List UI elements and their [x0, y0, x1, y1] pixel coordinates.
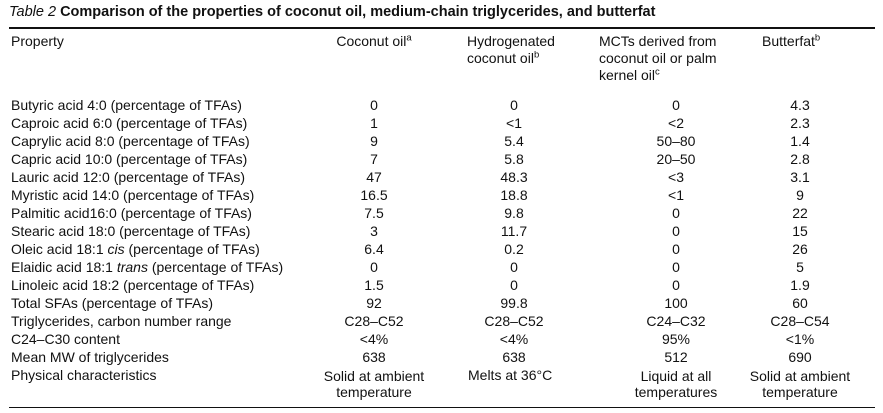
header-mcts: MCTs derived from coconut oil or palm kern…	[599, 33, 717, 83]
coconut-cell: 7	[370, 151, 378, 167]
mct-cell: 100	[664, 295, 688, 311]
butterfat-cell: 4.3	[790, 97, 810, 113]
butterfat-cell: Solid at ambient temperature	[749, 368, 851, 400]
hydrogenated-cell: 638	[502, 349, 526, 365]
property-cell: Myristic acid 14:0 (percentage of TFAs)	[11, 187, 255, 203]
hydrogenated-cell: 0.2	[504, 241, 524, 257]
butterfat-cell: 1.4	[790, 133, 810, 149]
property-cell: Linoleic acid 18:2 (percentage of TFAs)	[11, 277, 255, 293]
hydrogenated-cell: 9.8	[504, 205, 524, 221]
hydrogenated-cell: Melts at 36°C	[468, 367, 553, 383]
coconut-cell: 9	[370, 133, 378, 149]
property-cell: Oleic acid 18:1 cis (percentage of TFAs)	[11, 241, 260, 257]
property-cell: Caprylic acid 8:0 (percentage of TFAs)	[11, 133, 250, 149]
property-cell: Caproic acid 6:0 (percentage of TFAs)	[11, 115, 248, 131]
hydrogenated-cell: <4%	[499, 331, 529, 347]
mct-cell: 0	[672, 223, 680, 239]
property-cell: Capric acid 10:0 (percentage of TFAs)	[11, 151, 248, 167]
coconut-cell: 0	[370, 97, 378, 113]
top-rule	[9, 27, 875, 29]
hydrogenated-cell: 0	[510, 277, 518, 293]
coconut-cell: 0	[370, 259, 378, 275]
header-butterfat: Butterfatb	[762, 32, 821, 49]
coconut-cell: C28–C52	[344, 313, 404, 329]
mct-cell: 0	[672, 241, 680, 257]
mct-cell: C24–C32	[646, 313, 706, 329]
mct-cell: 0	[672, 97, 680, 113]
mct-cell: 20–50	[656, 151, 696, 167]
butterfat-cell: 5	[796, 259, 804, 275]
hydrogenated-cell: 99.8	[500, 295, 528, 311]
hydrogenated-cell: <1	[506, 115, 522, 131]
table-title: Comparison of the properties of coconut …	[60, 4, 656, 20]
coconut-cell: Solid at ambient temperature	[323, 368, 425, 400]
coconut-cell: 47	[366, 169, 382, 185]
mct-cell: 0	[672, 205, 680, 221]
coconut-cell: 16.5	[360, 187, 388, 203]
butterfat-cell: 60	[792, 295, 808, 311]
butterfat-cell: 26	[792, 241, 808, 257]
property-cell: Palmitic acid16:0 (percentage of TFAs)	[11, 205, 252, 221]
hydrogenated-cell: 5.4	[504, 133, 524, 149]
butterfat-cell: <1%	[785, 331, 815, 347]
coconut-cell: 7.5	[364, 205, 384, 221]
coconut-cell: 638	[362, 349, 386, 365]
table-label: Table 2	[9, 4, 57, 20]
mct-cell: 0	[672, 277, 680, 293]
mct-cell: 512	[664, 349, 688, 365]
hydrogenated-cell: 0	[510, 259, 518, 275]
butterfat-cell: 15	[792, 223, 808, 239]
mct-cell: 50–80	[656, 133, 696, 149]
hydrogenated-cell: C28–C52	[484, 313, 544, 329]
butterfat-cell: 1.9	[790, 277, 810, 293]
hydrogenated-cell: 11.7	[500, 223, 528, 239]
header-property: Property	[11, 33, 64, 49]
property-cell: Mean MW of triglycerides	[11, 349, 169, 365]
butterfat-cell: 9	[796, 187, 804, 203]
header-hydrogenated-coconut-oil: Hydrogenated coconut oilb	[467, 33, 555, 66]
mct-cell: <2	[668, 115, 684, 131]
mct-cell: 0	[672, 259, 680, 275]
butterfat-cell: C28–C54	[770, 313, 830, 329]
mct-cell: <1	[668, 187, 684, 203]
property-cell: Stearic acid 18:0 (percentage of TFAs)	[11, 223, 251, 239]
property-cell: Elaidic acid 18:1 trans (percentage of T…	[11, 259, 284, 275]
property-cell: Butyric acid 4:0 (percentage of TFAs)	[11, 97, 242, 113]
hydrogenated-cell: 48.3	[500, 169, 528, 185]
hydrogenated-cell: 18.8	[500, 187, 528, 203]
mct-cell: <3	[668, 169, 684, 185]
butterfat-cell: 690	[788, 349, 812, 365]
hydrogenated-cell: 0	[510, 97, 518, 113]
coconut-cell: 92	[366, 295, 382, 311]
bottom-rule	[9, 407, 875, 408]
mct-cell: Liquid at all temperatures	[634, 368, 718, 400]
butterfat-cell: 3.1	[790, 169, 810, 185]
butterfat-cell: 2.8	[790, 151, 810, 167]
header-coconut-oil: Coconut oila	[336, 32, 412, 49]
coconut-cell: 1.5	[364, 277, 384, 293]
property-cell: Triglycerides, carbon number range	[11, 313, 232, 329]
hydrogenated-cell: 5.8	[504, 151, 524, 167]
table-caption: Table 2 Comparison of the properties of …	[9, 4, 655, 20]
coconut-cell: 6.4	[364, 241, 384, 257]
mct-cell: 95%	[661, 331, 691, 347]
coconut-cell: <4%	[359, 331, 389, 347]
coconut-cell: 1	[370, 115, 378, 131]
butterfat-cell: 2.3	[790, 115, 810, 131]
property-cell: Lauric acid 12:0 (percentage of TFAs)	[11, 169, 245, 185]
property-cell: C24–C30 content	[11, 331, 120, 347]
property-cell: Total SFAs (percentage of TFAs)	[11, 295, 214, 311]
property-cell: Physical characteristics	[11, 367, 157, 383]
coconut-cell: 3	[370, 223, 378, 239]
butterfat-cell: 22	[792, 205, 808, 221]
